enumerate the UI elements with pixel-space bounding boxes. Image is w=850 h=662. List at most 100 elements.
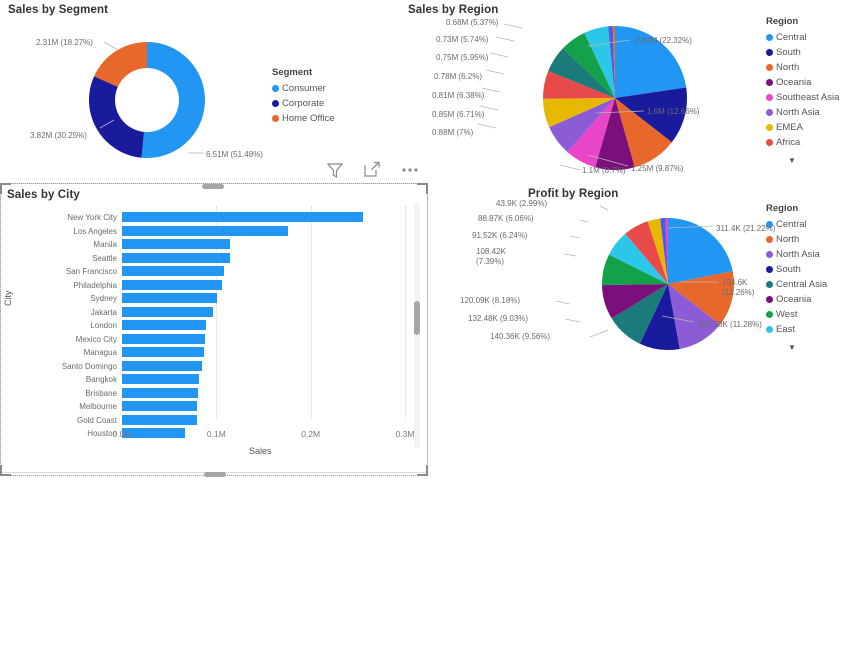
profit-region-slice-11[interactable]	[665, 218, 668, 284]
profit-region-legend-item-north-asia[interactable]: North Asia	[766, 247, 827, 262]
sales-region-legend-item-central[interactable]: Central	[766, 30, 839, 45]
profit-region-slice-0[interactable]	[668, 218, 733, 284]
bar-san-francisco[interactable]	[122, 266, 225, 276]
legend-scroll-down-icon[interactable]: ▼	[788, 156, 796, 165]
bar-new-york-city[interactable]	[122, 212, 364, 222]
sales-region-slice-0[interactable]	[615, 26, 687, 98]
sales-region-legend-item-oceania[interactable]: Oceania	[766, 75, 839, 90]
bar-houston[interactable]	[122, 428, 185, 438]
bar-seattle[interactable]	[122, 252, 230, 263]
segment-legend-item-corporate[interactable]: Corporate	[272, 96, 335, 111]
sales-region-legend-item-emea[interactable]: EMEA	[766, 120, 839, 135]
legend-item-label: North	[776, 234, 800, 245]
sales-region-slice-6[interactable]	[543, 98, 615, 128]
bar-mexico-city[interactable]	[122, 333, 206, 344]
sales-axis-label: Sales	[249, 446, 272, 456]
sales-region-label-3: 1.1M (8.7%)	[582, 166, 626, 175]
sales-region-slice-7[interactable]	[543, 71, 615, 99]
city-label-gold-coast: Gold Coast	[76, 415, 117, 425]
profit-region-label-7: 91.52K (6.24%)	[472, 231, 528, 240]
legend-item-label: North Asia	[776, 249, 820, 260]
legend-swatch-icon	[766, 34, 773, 41]
sales-region-slice-9[interactable]	[562, 32, 615, 98]
profit-region-legend-item-central[interactable]: Central	[766, 217, 827, 232]
segment-slice-2[interactable]	[94, 42, 147, 87]
profit-region-label-0: 311.4K (21.22%)	[716, 224, 776, 233]
profit-region-slice-10[interactable]	[660, 218, 668, 284]
sales-region-label-5: 0.85M (6.71%)	[432, 110, 485, 119]
profit-region-legend-item-west[interactable]: West	[766, 307, 827, 322]
bar-jakarta[interactable]	[122, 306, 213, 317]
x-tick-2: 0.2M	[301, 429, 321, 439]
focus-mode-icon[interactable]	[362, 160, 382, 185]
profit-region-slice-8[interactable]	[625, 221, 668, 284]
sales-region-label-4: 0.88M (7%)	[432, 128, 474, 137]
sales-region-legend-item-south[interactable]: South	[766, 45, 839, 60]
sales-by-segment-donut[interactable]	[0, 22, 300, 172]
sales-region-legend-title: Region	[766, 16, 799, 27]
profit-region-legend-item-central-asia[interactable]: Central Asia	[766, 277, 827, 292]
profit-by-region-legend: Region Central North North Asia South Central…	[766, 203, 827, 352]
legend-swatch-icon	[766, 311, 773, 318]
city-horizontal-scrollbar-thumb-top[interactable]	[202, 184, 224, 189]
bar-santo-domingo[interactable]	[122, 360, 202, 371]
sales-region-label-1: 1.6M (12.66%)	[647, 107, 700, 116]
city-label-brisbane: Brisbane	[85, 388, 117, 398]
bar-gold-coast[interactable]	[122, 414, 197, 425]
sales-by-region-pie[interactable]	[500, 18, 730, 178]
profit-region-slice-9[interactable]	[647, 218, 668, 284]
bar-bangkok[interactable]	[122, 374, 199, 384]
city-label-new-york-city: New York City	[67, 213, 117, 222]
segment-legend-item-consumer[interactable]: Consumer	[272, 81, 335, 96]
legend-swatch-icon	[766, 281, 773, 288]
profit-by-region-title: Profit by Region	[528, 188, 619, 200]
bar-managua[interactable]	[122, 347, 205, 357]
legend-scroll-down-icon[interactable]: ▼	[788, 343, 796, 352]
city-label-san-francisco: San Francisco	[65, 267, 117, 276]
bar-philadelphia[interactable]	[122, 279, 222, 290]
segment-slice-0[interactable]	[141, 42, 206, 159]
legend-item-label: West	[776, 309, 798, 320]
sales-region-legend-item-north[interactable]: North	[766, 60, 839, 75]
x-tick-3: 0.3M	[395, 429, 415, 439]
profit-region-slice-5[interactable]	[602, 284, 668, 319]
bar-manila[interactable]	[122, 239, 230, 249]
legend-item-label: Oceania	[776, 77, 812, 88]
city-label-jakarta: Jakarta	[90, 307, 117, 317]
profit-by-region-pie[interactable]	[570, 206, 770, 356]
city-vertical-scrollbar-thumb[interactable]	[414, 301, 420, 335]
profit-region-slice-1[interactable]	[668, 271, 734, 325]
profit-region-slice-4[interactable]	[611, 284, 668, 344]
more-options-icon[interactable]	[399, 160, 423, 185]
sales-region-slice-8[interactable]	[548, 48, 615, 98]
sales-region-legend-item-southeast-asia[interactable]: Southeast Asia	[766, 90, 839, 105]
sales-region-legend-item-africa[interactable]: Africa	[766, 135, 839, 150]
bar-sydney[interactable]	[122, 293, 218, 303]
segment-slice-1[interactable]	[89, 76, 144, 158]
bar-brisbane[interactable]	[122, 387, 199, 398]
bar-melbourne[interactable]	[122, 401, 198, 411]
sales-region-slice-4[interactable]	[567, 98, 615, 168]
bar-london[interactable]	[122, 320, 207, 330]
profit-region-legend-item-north[interactable]: North	[766, 232, 827, 247]
legend-swatch-icon	[766, 221, 773, 228]
city-label-seattle: Seattle	[92, 253, 117, 263]
legend-item-label: Oceania	[776, 294, 812, 305]
city-horizontal-scrollbar-thumb-bottom[interactable]	[204, 472, 226, 477]
sales-region-legend-item-north-asia[interactable]: North Asia	[766, 105, 839, 120]
sales-region-slice-3[interactable]	[595, 98, 635, 170]
filter-icon[interactable]	[325, 160, 345, 185]
profit-region-legend-item-oceania[interactable]: Oceania	[766, 292, 827, 307]
city-label-melbourne: Melbourne	[79, 402, 117, 411]
profit-region-label-5: 120.09K (8.18%)	[460, 296, 521, 305]
segment-legend-item-home-office[interactable]: Home Office	[272, 111, 335, 126]
bar-los-angeles[interactable]	[122, 225, 289, 236]
profit-region-slice-3[interactable]	[639, 284, 680, 350]
legend-item-label: EMEA	[776, 122, 803, 133]
sales-region-slice-2[interactable]	[615, 98, 672, 168]
profit-region-slice-7[interactable]	[608, 233, 668, 284]
profit-region-slice-6[interactable]	[602, 254, 668, 286]
sales-region-slice-1[interactable]	[615, 87, 687, 143]
profit-region-legend-item-south[interactable]: South	[766, 262, 827, 277]
profit-region-legend-item-east[interactable]: East	[766, 322, 827, 337]
